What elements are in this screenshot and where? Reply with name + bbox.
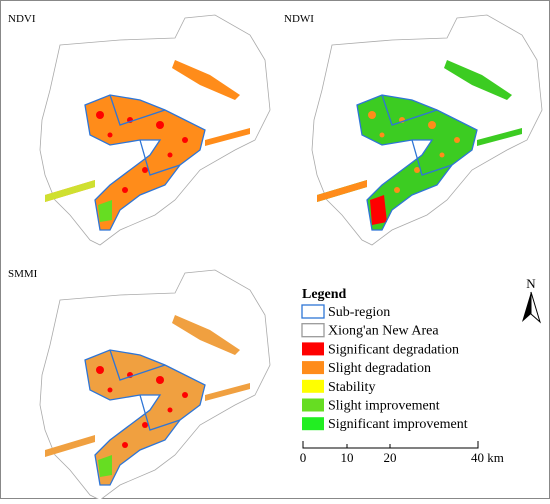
panel-label: SMMI [8,268,38,280]
legend-swatch [301,323,325,338]
scale-label: 10 [341,450,354,465]
map-ndwi [311,14,543,246]
legend-label: Xiong'an New Area [328,324,439,339]
legend-swatch [301,304,325,319]
legend-swatch [302,417,324,431]
legend-label: Significant improvement [328,417,468,432]
panel-label: NDVI [8,13,36,25]
scale-label: 20 [384,450,397,465]
legend-swatch [302,342,324,356]
scale-bar: 0 10 20 40 km [300,441,504,465]
legend-title: Legend [302,287,347,302]
legend-swatch [302,361,324,375]
legend: Legend Sub-region Xiong'an New Area Signif… [301,287,468,432]
legend-label: Slight improvement [328,399,440,414]
north-arrow: N [522,276,541,324]
legend-swatch [302,379,324,393]
legend-label: Slight degradation [328,361,431,376]
legend-label: Significant degradation [328,342,459,357]
scale-label: 0 [300,450,307,465]
map-smmi [39,269,271,501]
legend-swatch [302,398,324,412]
scale-label: 40 km [471,450,504,465]
legend-label: Stability [328,380,375,395]
legend-label: Sub-region [328,305,390,320]
north-label: N [526,276,536,291]
panel-label: NDWI [284,13,314,25]
map-ndvi [39,14,271,246]
